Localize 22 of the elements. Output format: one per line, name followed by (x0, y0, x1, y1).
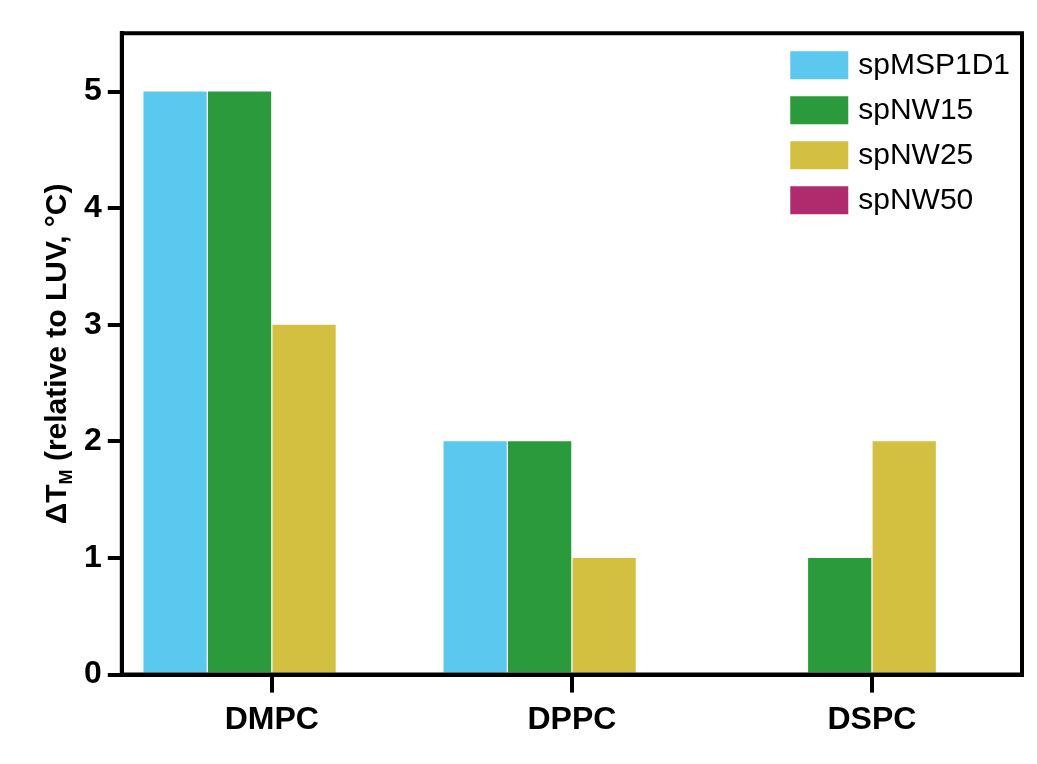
y-tick-label: 0 (84, 654, 102, 691)
y-axis-title: ΔTM (relative to LUV, °C) (39, 183, 76, 525)
y-tick-label: 4 (84, 187, 102, 224)
legend-label: spNW15 (858, 92, 974, 126)
y-tick-label: 1 (84, 537, 102, 574)
legend-label: spNW50 (858, 182, 974, 216)
bar (143, 91, 207, 673)
bar (508, 441, 572, 673)
y-tick-label: 2 (84, 421, 102, 458)
x-tick-label: DMPC (224, 699, 319, 736)
y-tick-label: 3 (84, 304, 102, 341)
bar (272, 324, 336, 673)
y-tick-label: 5 (84, 71, 102, 108)
legend-label: spNW25 (858, 137, 974, 171)
legend-label: spMSP1D1 (858, 47, 1011, 81)
bar (572, 557, 636, 673)
bar (207, 91, 272, 673)
bar (872, 441, 936, 673)
x-tick-label: DPPC (527, 699, 617, 736)
bar (443, 441, 507, 673)
x-tick-label: DSPC (827, 699, 917, 736)
bar (808, 557, 872, 673)
